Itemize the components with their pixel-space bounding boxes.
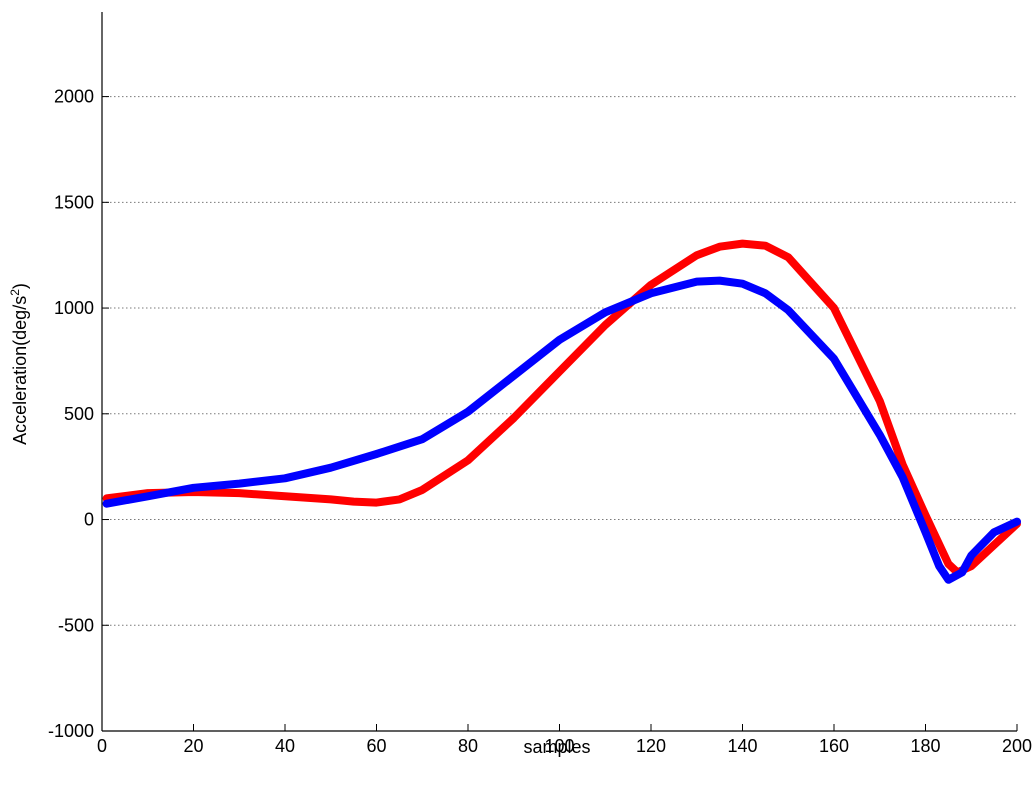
x-tick-label: 200 [1002,736,1032,756]
y-axis-label-main: Acceleration(deg/s [10,296,30,445]
x-tick-label: 100 [544,736,574,756]
series-line-2 [102,276,1021,584]
y-tick-label: 1500 [54,192,94,212]
x-tick-label: 40 [275,736,295,756]
x-tick-label: 20 [183,736,203,756]
y-tick-label: 0 [84,510,94,530]
x-tick-label: 80 [458,736,478,756]
x-tick-label: 180 [910,736,940,756]
y-tick-label: -1000 [48,721,94,741]
y-axis-label-close: ) [10,283,30,289]
x-axis-label: samples [523,737,590,757]
x-tick-label: 140 [727,736,757,756]
series-line-1 [102,239,1021,577]
y-tick-label: 2000 [54,87,94,107]
series-lines [102,239,1021,584]
y-axis-label-superscript: 2 [8,289,22,296]
y-tick-label: 500 [64,404,94,424]
x-tick-label: 160 [819,736,849,756]
x-tick-label: 60 [366,736,386,756]
y-tick-label: 1000 [54,298,94,318]
tick-labels: -1000 -500 0 500 1000 1500 2000 0 20 40 60 80 100 120… [48,87,1032,756]
y-axis-label: Acceleration(deg/s2) [8,283,30,445]
x-tick-label: 120 [636,736,666,756]
y-tick-label: -500 [58,615,94,635]
grid-lines [102,96,1017,626]
axes [101,12,1018,732]
x-tick-label: 0 [97,736,107,756]
